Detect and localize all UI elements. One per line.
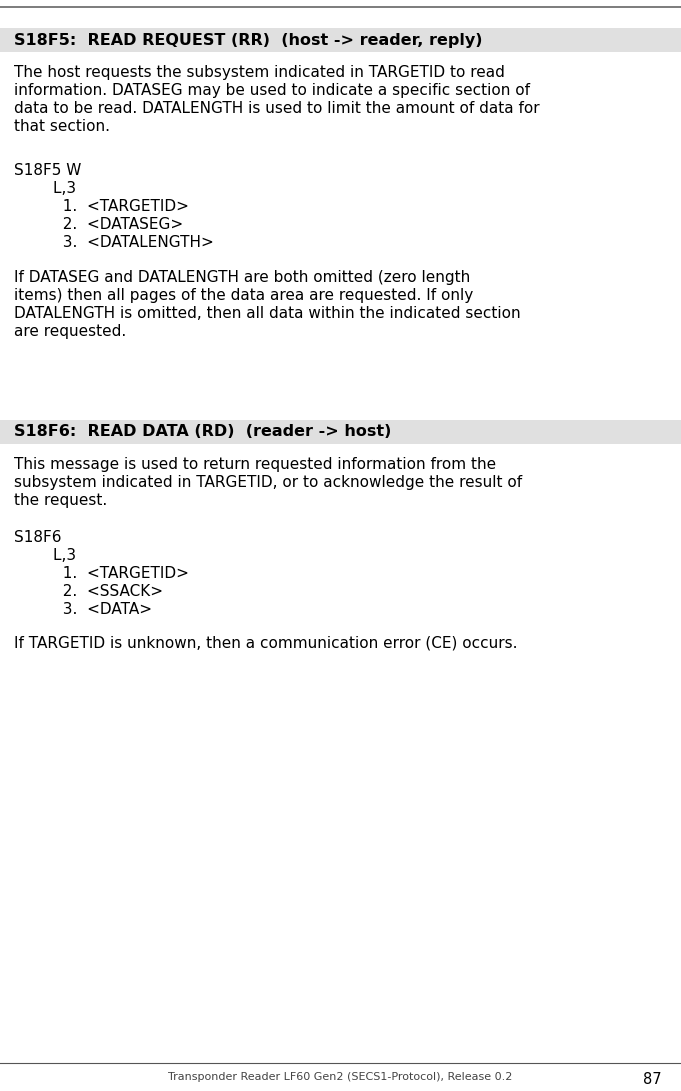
- Text: 2.  <SSACK>: 2. <SSACK>: [14, 584, 163, 599]
- Bar: [0, 420, 681, 444]
- Text: S18F5:  READ REQUEST (RR)  (host -> reader, reply): S18F5: READ REQUEST (RR) (host -> reader…: [14, 33, 483, 48]
- Text: The host requests the subsystem indicated in TARGETID to read: The host requests the subsystem indicate…: [14, 65, 505, 80]
- Text: 3.  <DATALENGTH>: 3. <DATALENGTH>: [14, 235, 214, 250]
- Text: items) then all pages of the data area are requested. If only: items) then all pages of the data area a…: [14, 288, 473, 303]
- Text: information. DATASEG may be used to indicate a specific section of: information. DATASEG may be used to indi…: [14, 83, 530, 98]
- Text: that section.: that section.: [14, 119, 110, 134]
- Text: 1.  <TARGETID>: 1. <TARGETID>: [14, 199, 189, 214]
- Text: DATALENGTH is omitted, then all data within the indicated section: DATALENGTH is omitted, then all data wit…: [14, 305, 521, 321]
- Text: are requested.: are requested.: [14, 324, 126, 339]
- Text: 3.  <DATA>: 3. <DATA>: [14, 602, 152, 618]
- Text: S18F5 W: S18F5 W: [14, 163, 81, 178]
- Text: This message is used to return requested information from the: This message is used to return requested…: [14, 457, 496, 472]
- Text: If TARGETID is unknown, then a communication error (CE) occurs.: If TARGETID is unknown, then a communica…: [14, 635, 518, 650]
- Text: If DATASEG and DATALENGTH are both omitted (zero length: If DATASEG and DATALENGTH are both omitt…: [14, 269, 471, 285]
- Text: subsystem indicated in TARGETID, or to acknowledge the result of: subsystem indicated in TARGETID, or to a…: [14, 475, 522, 490]
- Text: 87: 87: [644, 1072, 662, 1087]
- Text: 1.  <TARGETID>: 1. <TARGETID>: [14, 566, 189, 582]
- Text: data to be read. DATALENGTH is used to limit the amount of data for: data to be read. DATALENGTH is used to l…: [14, 101, 539, 116]
- Bar: [0, 28, 681, 52]
- Text: 2.  <DATASEG>: 2. <DATASEG>: [14, 217, 183, 232]
- Text: L,3: L,3: [14, 548, 76, 563]
- Text: S18F6:  READ DATA (RD)  (reader -> host): S18F6: READ DATA (RD) (reader -> host): [14, 424, 392, 440]
- Text: S18F6: S18F6: [14, 530, 61, 546]
- Text: L,3: L,3: [14, 181, 76, 196]
- Text: the request.: the request.: [14, 493, 107, 508]
- Text: Transponder Reader LF60 Gen2 (SECS1-Protocol), Release 0.2: Transponder Reader LF60 Gen2 (SECS1-Prot…: [168, 1072, 512, 1082]
